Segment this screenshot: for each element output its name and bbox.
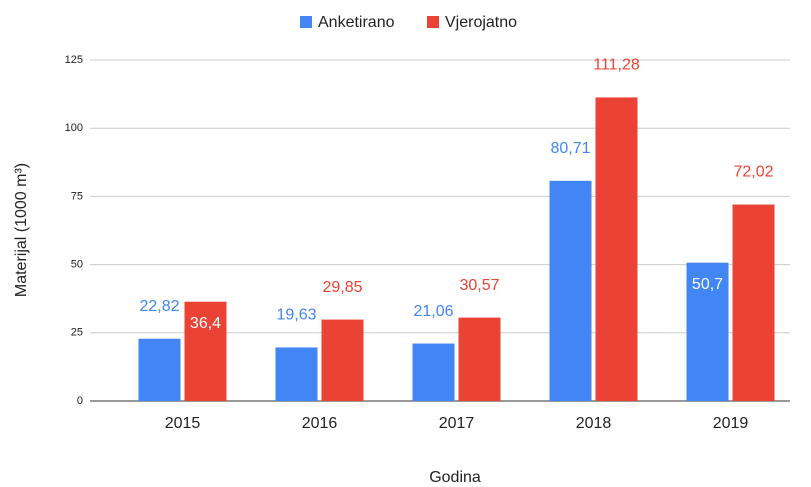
bar — [412, 343, 455, 401]
bar — [321, 319, 364, 401]
x-tick-label: 2019 — [713, 415, 749, 432]
y-tick-label: 75 — [71, 190, 83, 202]
bar — [458, 317, 501, 401]
x-axis-title: Godina — [429, 469, 481, 486]
bar — [184, 301, 227, 401]
x-tick-label: 2018 — [576, 415, 612, 432]
y-tick-label: 100 — [65, 122, 83, 134]
bar — [732, 204, 775, 401]
data-label: 50,7 — [692, 276, 723, 293]
data-label: 29,85 — [322, 279, 362, 296]
data-label: 19,63 — [276, 307, 316, 324]
x-tick-label: 2017 — [439, 415, 475, 432]
bar — [686, 262, 729, 401]
data-label: 111,28 — [593, 57, 640, 74]
legend-swatch — [427, 16, 439, 28]
x-tick-label: 2015 — [165, 415, 201, 432]
y-axis-title: Materijal (1000 m³) — [13, 163, 30, 297]
data-label: 22,82 — [139, 298, 179, 315]
data-label: 80,71 — [550, 140, 590, 157]
y-tick-label: 25 — [71, 327, 83, 339]
bar — [275, 347, 318, 401]
data-label: 72,02 — [733, 164, 773, 181]
x-tick-label: 2016 — [302, 415, 338, 432]
bar — [549, 180, 592, 401]
bar — [138, 338, 181, 401]
data-label: 30,57 — [459, 277, 499, 294]
bar — [595, 97, 638, 401]
y-tick-label: 0 — [77, 395, 83, 407]
y-tick-label: 125 — [65, 54, 83, 66]
legend-label: Anketirano — [318, 14, 395, 31]
data-label: 21,06 — [413, 303, 453, 320]
data-label: 36,4 — [190, 315, 221, 332]
legend-swatch — [300, 16, 312, 28]
legend-label: Vjerojatno — [445, 14, 517, 31]
y-tick-label: 50 — [71, 259, 83, 271]
